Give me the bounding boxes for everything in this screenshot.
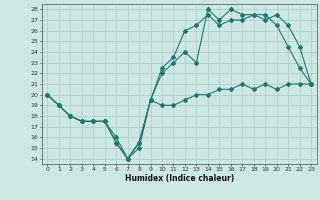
X-axis label: Humidex (Indice chaleur): Humidex (Indice chaleur) [124,174,234,183]
